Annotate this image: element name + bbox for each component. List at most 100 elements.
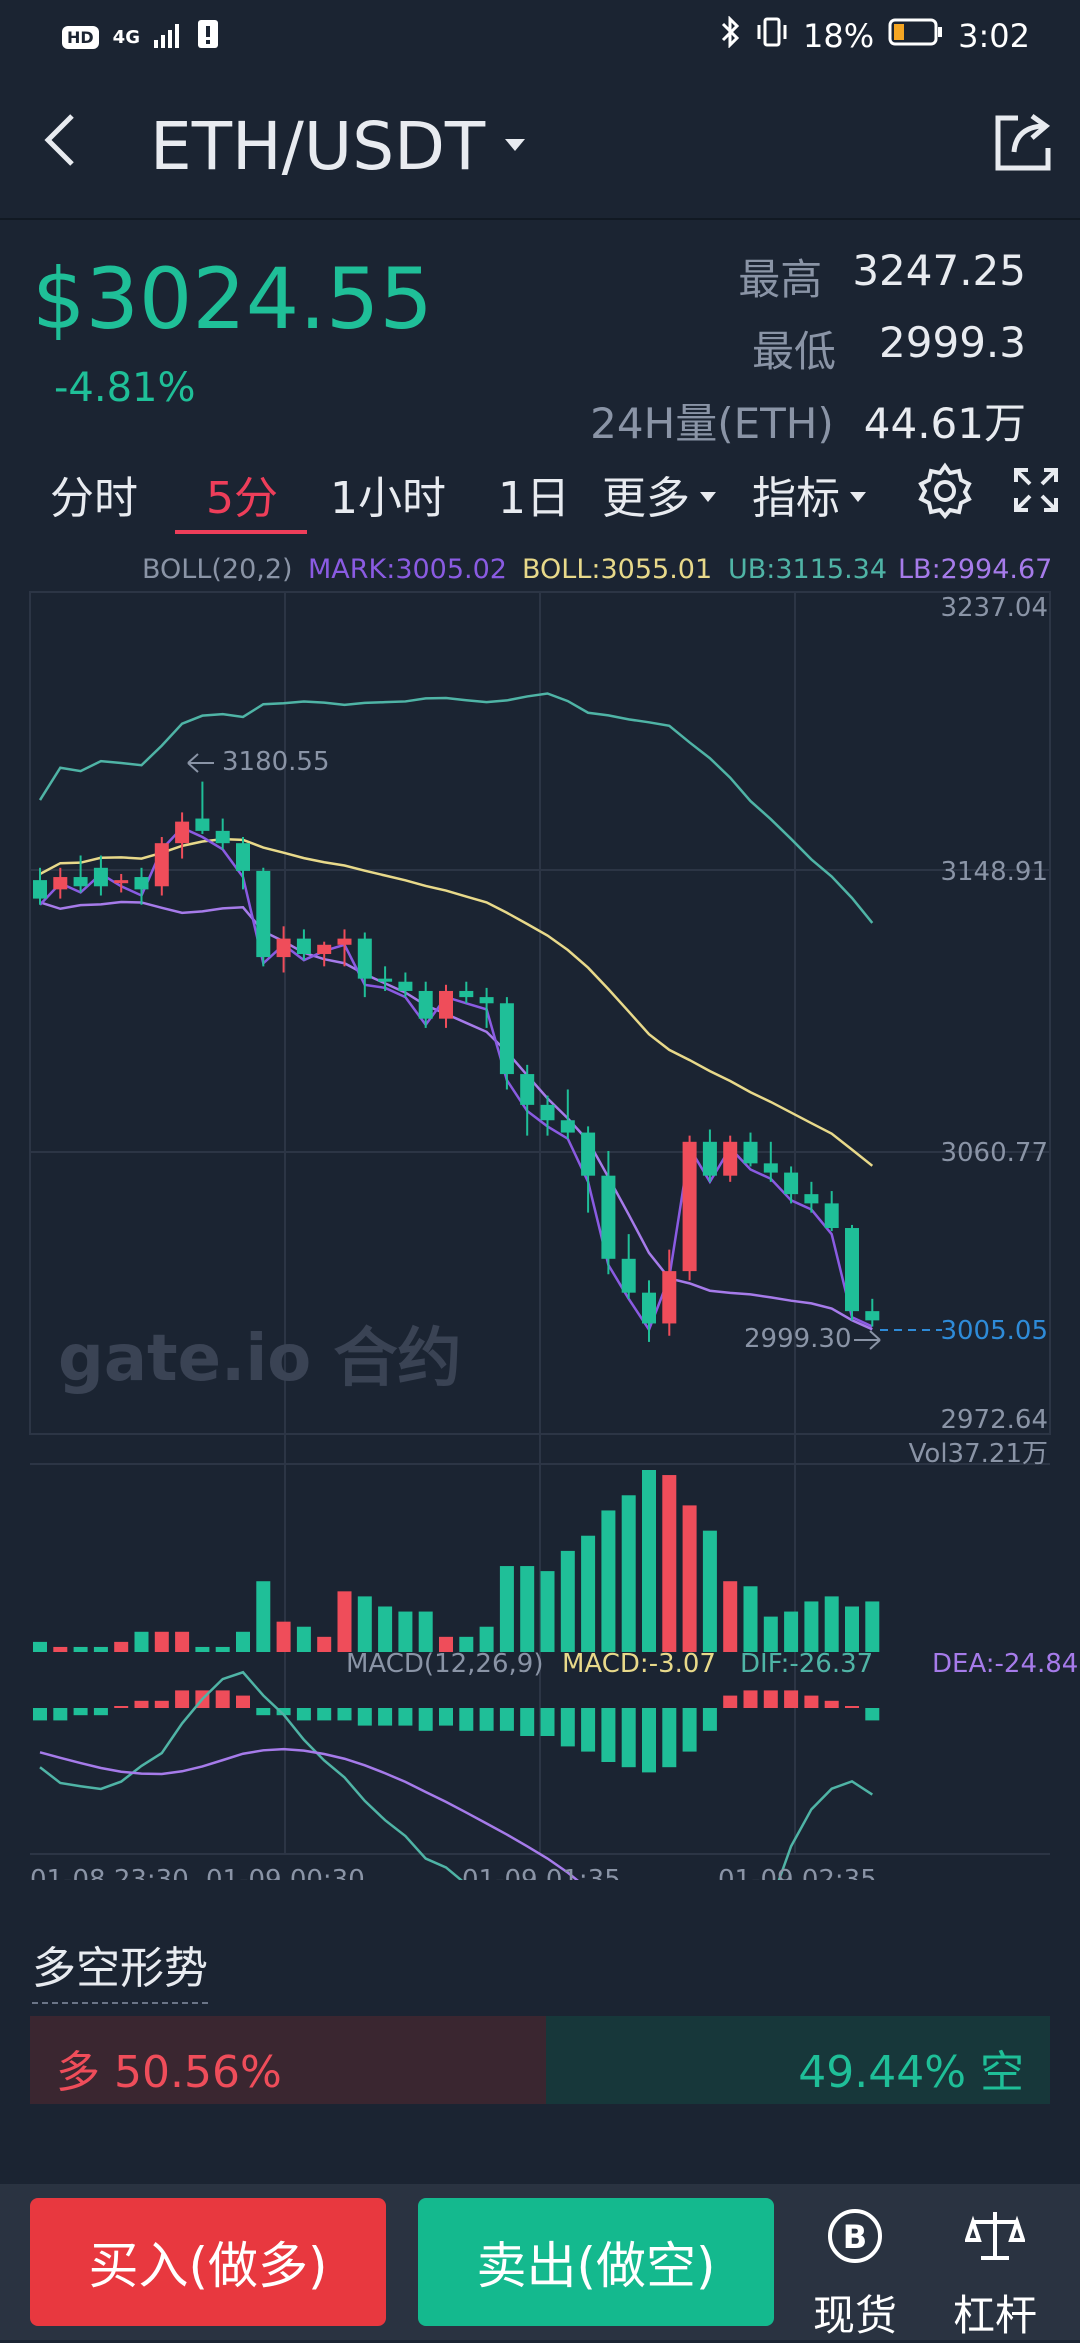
tab-more[interactable]: 更多 xyxy=(602,462,716,526)
candle-body xyxy=(621,1258,636,1293)
macd-bar xyxy=(154,1700,169,1708)
volume-bar xyxy=(236,1631,250,1652)
pair-dropdown-icon xyxy=(505,138,526,151)
high-value: 3247.25 xyxy=(852,246,1026,295)
volume-bar xyxy=(398,1611,413,1652)
boll-upper-line xyxy=(38,692,874,924)
macd-bar xyxy=(398,1708,413,1726)
candle-body xyxy=(296,938,311,955)
volume-bar xyxy=(317,1636,332,1652)
candle-body xyxy=(418,990,433,1019)
price-tick: 2972.64 xyxy=(940,1405,1048,1435)
volume-bar xyxy=(662,1475,677,1652)
candle-body xyxy=(682,1141,697,1272)
fullscreen-button[interactable] xyxy=(1012,466,1060,525)
candle-body xyxy=(317,944,332,955)
candle-body xyxy=(114,880,129,884)
back-button[interactable] xyxy=(40,110,80,174)
bottom-action-bar: 买入(做多) 卖出(做空) B 现货 杠杆 xyxy=(0,2184,1080,2340)
stat-low: 最低 2999.3 xyxy=(752,318,1026,379)
buy-long-button[interactable]: 买入(做多) xyxy=(30,2198,386,2326)
volume-bar xyxy=(642,1470,656,1652)
dea-value: DEA:-24.84 xyxy=(932,1649,1078,1679)
candle-body xyxy=(215,830,230,844)
watermark: gate.io 合约 xyxy=(58,1322,462,1396)
candle-body xyxy=(560,1120,575,1133)
volume-bar xyxy=(581,1535,596,1652)
tab-timeshare[interactable]: 分时 xyxy=(50,473,138,524)
macd-bar xyxy=(601,1708,616,1762)
volume-bar xyxy=(560,1550,575,1652)
candle-body xyxy=(398,981,413,991)
volume-label: Vol37.21万 xyxy=(909,1439,1048,1469)
back-arrow-icon xyxy=(44,114,74,166)
time-axis: 01-08 23:30 01-09 00:30 01-09 01:35 01-0… xyxy=(30,1865,877,1880)
candle-body xyxy=(378,978,393,982)
macd-bar xyxy=(479,1708,494,1731)
macd-bar xyxy=(560,1708,575,1747)
macd-bar xyxy=(93,1708,108,1716)
boll-lower-line xyxy=(39,900,873,1331)
macd-bar xyxy=(276,1708,291,1716)
dif-value: DIF:-26.37 xyxy=(740,1649,873,1679)
volume-bar xyxy=(601,1510,616,1652)
settings-button[interactable] xyxy=(916,462,974,531)
pair-selector[interactable]: ETH/USDT xyxy=(150,108,526,185)
macd-bar xyxy=(215,1690,230,1708)
indicator-dropdown-icon xyxy=(850,492,866,502)
candle-body xyxy=(581,1132,596,1176)
tab-1day[interactable]: 1日 xyxy=(498,473,570,524)
macd-bar xyxy=(499,1708,514,1731)
candle-body xyxy=(662,1271,677,1324)
kline-chart[interactable]: gate.io 合约 3237.04 3148.91 3060.77 2972.… xyxy=(0,580,1080,1880)
macd-bar xyxy=(743,1690,758,1708)
time-tick: 01-09 01:35 xyxy=(462,1865,621,1880)
volume-bar xyxy=(53,1646,68,1652)
volume-bar xyxy=(33,1641,47,1652)
macd-params: MACD(12,26,9) xyxy=(346,1649,543,1679)
candle-body xyxy=(73,877,88,887)
volume-label: 24H量(ETH) xyxy=(590,399,834,448)
volume-bar xyxy=(520,1566,535,1652)
macd-bar xyxy=(865,1708,880,1721)
tab-indicators[interactable]: 指标 xyxy=(752,462,866,526)
high-label: 最高 xyxy=(738,255,823,304)
volume-bars xyxy=(33,1470,880,1652)
more-dropdown-icon xyxy=(700,492,716,502)
volume-bar xyxy=(824,1596,839,1652)
candle-body xyxy=(743,1141,758,1164)
macd-legend: MACD(12,26,9) MACD:-3.07 DIF:-26.37 DEA:… xyxy=(346,1649,1078,1679)
macd-bar xyxy=(337,1708,352,1721)
volume-bar xyxy=(479,1626,494,1652)
long-short-title[interactable]: 多空形势 xyxy=(32,1932,208,2004)
boll-params: BOLL(20,2) xyxy=(142,554,293,585)
spot-button[interactable]: B 现货 xyxy=(800,2206,910,2343)
candles xyxy=(33,781,880,1342)
candle-body xyxy=(53,877,68,890)
sell-short-button[interactable]: 卖出(做空) xyxy=(418,2198,774,2326)
macd-bar xyxy=(296,1708,311,1721)
stat-high: 最高 3247.25 xyxy=(738,246,1026,307)
volume-bar xyxy=(723,1581,738,1652)
volume-bar xyxy=(784,1611,799,1652)
macd-bar xyxy=(236,1695,250,1708)
time-tick: 01-09 02:35 xyxy=(718,1865,877,1880)
volume-bar xyxy=(357,1596,372,1652)
tab-1hour[interactable]: 1小时 xyxy=(330,473,446,524)
tab-5min[interactable]: 5分 xyxy=(206,473,278,524)
change-percent: -4.81% xyxy=(54,365,196,411)
volume-bar xyxy=(540,1571,555,1652)
macd-bar xyxy=(317,1708,332,1721)
macd-bar xyxy=(357,1708,372,1726)
macd-bar xyxy=(824,1700,839,1708)
dif-line xyxy=(39,1670,873,1880)
macd-bar xyxy=(134,1700,149,1708)
pair-title: ETH/USDT xyxy=(150,108,486,185)
long-share-bar xyxy=(30,2016,546,2104)
candle-body xyxy=(865,1311,880,1321)
candle-body xyxy=(702,1141,717,1176)
battery-percent: 18% xyxy=(803,17,875,55)
share-button[interactable] xyxy=(992,112,1054,178)
candle-body xyxy=(459,990,474,998)
leverage-button[interactable]: 杠杆 xyxy=(940,2206,1050,2343)
